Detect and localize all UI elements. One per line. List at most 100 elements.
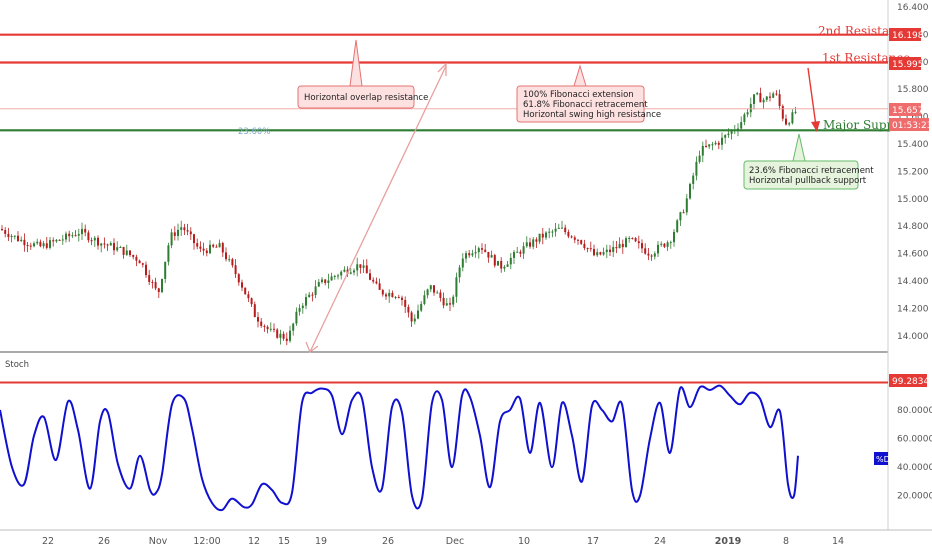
candle-body: [785, 118, 787, 125]
candle-body: [426, 289, 429, 296]
candle-body: [551, 231, 554, 233]
candle-body: [385, 294, 387, 297]
candle-body: [61, 239, 64, 241]
price-tick-label: 15.800: [897, 85, 929, 95]
candle-body: [657, 244, 659, 254]
candlestick-series: [1, 87, 797, 346]
candle-body: [340, 271, 343, 276]
candle-body: [394, 297, 397, 299]
candle-body: [685, 198, 688, 213]
candle-body: [84, 228, 87, 233]
candle-body: [500, 261, 503, 269]
time-tick-label: 24: [654, 536, 666, 547]
candle-body: [132, 255, 135, 257]
candle-body: [705, 145, 707, 147]
candle-body: [135, 256, 138, 261]
candle-body: [292, 323, 295, 331]
candle-body: [225, 252, 227, 260]
candle-body: [212, 244, 215, 247]
candle-body: [465, 253, 467, 259]
candle-body: [52, 240, 55, 242]
candle-body: [605, 249, 608, 253]
candle-body: [74, 235, 77, 237]
candle-body: [257, 317, 259, 322]
candle-body: [519, 251, 522, 254]
time-axis[interactable]: 22 26 Nov 12:00 12 15 19 26 Dec 10 17 24 2019 8 14: [42, 536, 844, 547]
candle-body: [602, 252, 605, 255]
price-tick-label: 14.600: [897, 250, 929, 260]
indicator-title[interactable]: Stoch: [5, 360, 29, 370]
stoch-axis[interactable]: 80.0000 60.0000 40.0000 20.0000: [897, 406, 932, 502]
candle-body: [365, 265, 368, 274]
annotation-pullback-support[interactable]: 23.6% Fibonacci retracement Horizontal p…: [743, 133, 874, 190]
time-tick-label: 26: [98, 536, 110, 547]
candle-body: [660, 243, 663, 245]
candle-body: [237, 274, 240, 283]
candle-body: [42, 243, 45, 247]
level-lines: [0, 33, 888, 132]
candle-body: [154, 282, 157, 289]
candle-body: [628, 237, 631, 239]
badge-text: 15.995: [892, 60, 924, 70]
fib-extension-arrow[interactable]: [305, 62, 447, 354]
annotation-fib-extension[interactable]: 100% Fibonacci extension 61.8% Fibonacci…: [516, 64, 661, 123]
candle-body: [740, 122, 743, 129]
candle-body: [538, 233, 541, 242]
candle-body: [746, 112, 749, 115]
badge-text: 01:53:23: [892, 121, 932, 131]
candle-body: [580, 240, 583, 244]
time-tick-label: 14: [832, 536, 844, 547]
candle-body: [369, 273, 371, 280]
candle-body: [554, 228, 557, 232]
time-tick-label: 15: [278, 536, 290, 547]
price-tick-label: 15.000: [897, 195, 929, 205]
candle-body: [247, 294, 250, 299]
candle-body: [429, 285, 432, 290]
candle-body: [711, 144, 714, 146]
candle-body: [529, 242, 531, 247]
stoch-d-line: [0, 384, 799, 512]
candle-body: [769, 96, 771, 98]
annotation-text: 100% Fibonacci extension: [523, 90, 634, 100]
candle-body: [100, 243, 103, 246]
candle-body: [45, 243, 48, 248]
candle-body: [372, 279, 375, 282]
candle-body: [116, 247, 119, 251]
candle-body: [260, 321, 263, 326]
candle-body: [1, 228, 3, 231]
candle-body: [477, 248, 480, 253]
candle-body: [113, 243, 115, 251]
candle-body: [458, 267, 461, 278]
candle-body: [145, 264, 147, 276]
candle-body: [177, 229, 179, 236]
annotation-overlap-resistance[interactable]: Horizontal overlap resistance: [297, 39, 428, 109]
candle-body: [71, 235, 74, 237]
time-tick-label: 26: [382, 536, 394, 547]
candle-body: [77, 234, 80, 236]
stoch-tick-label: 80.0000: [897, 406, 932, 416]
candle-body: [87, 232, 90, 241]
candle-body: [404, 299, 407, 307]
candle-body: [481, 248, 483, 250]
candle-body: [337, 275, 339, 277]
candle-body: [676, 220, 679, 232]
badge-last-price: 15.657: [889, 103, 924, 116]
candle-body: [513, 252, 515, 258]
candle-body: [570, 236, 573, 238]
candle-body: [285, 338, 288, 341]
candle-body: [669, 242, 672, 244]
candle-body: [125, 250, 128, 255]
candle-body: [417, 310, 419, 319]
candle-body: [359, 264, 362, 268]
price-tick-label: 14.400: [897, 277, 929, 287]
candle-body: [497, 261, 499, 266]
candle-body: [410, 312, 413, 322]
candle-body: [641, 243, 643, 249]
candle-body: [775, 93, 778, 95]
candle-body: [49, 240, 51, 248]
candle-body: [468, 253, 471, 256]
candle-body: [39, 241, 42, 247]
candle-body: [535, 239, 538, 242]
candle-body: [282, 333, 285, 339]
candle-body: [119, 246, 122, 248]
